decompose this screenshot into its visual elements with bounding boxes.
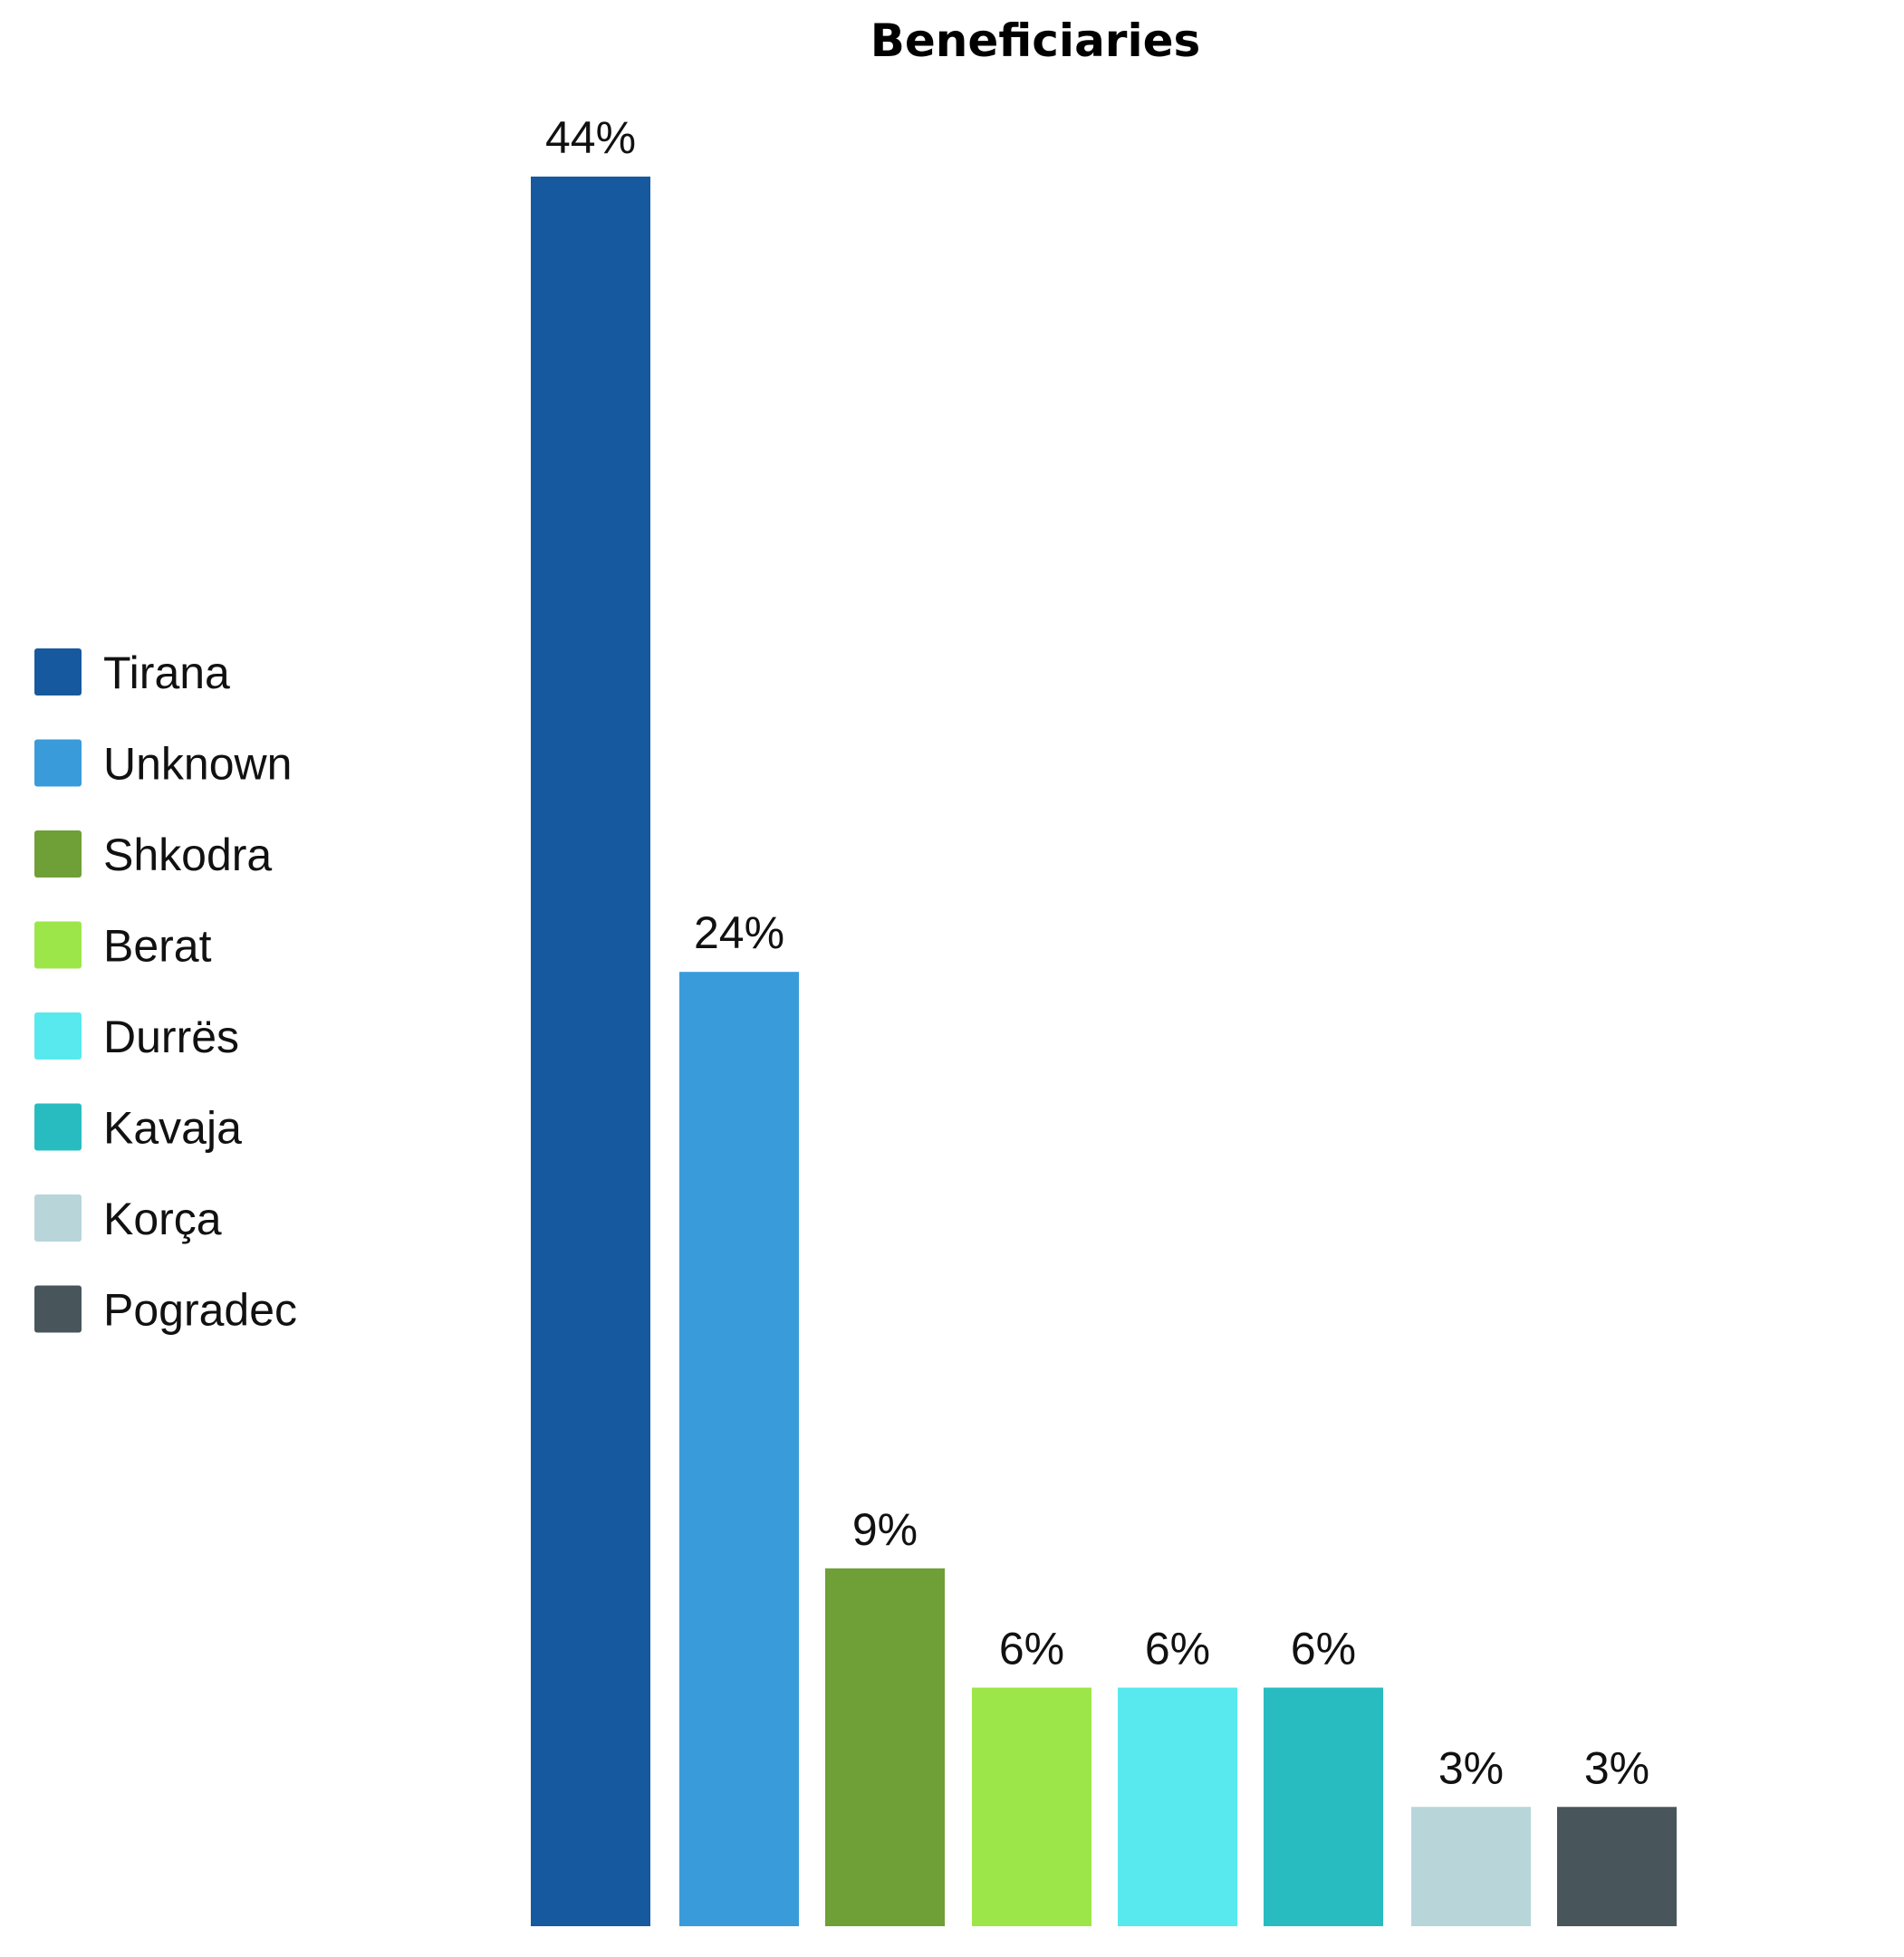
bar-value-label-berat: 6% xyxy=(999,1624,1064,1674)
legend-swatch-unknown xyxy=(34,739,82,787)
legend-swatch-berat xyxy=(34,921,82,969)
bar-tirana xyxy=(531,177,650,1926)
legend-label-durres: Durrës xyxy=(103,1012,239,1062)
chart-title: Beneficiaries xyxy=(870,14,1201,67)
legend-swatch-korca xyxy=(34,1194,82,1242)
legend-item-berat: Berat xyxy=(34,921,212,972)
legend-swatch-durres xyxy=(34,1012,82,1060)
bar-value-label-unknown: 24% xyxy=(694,907,784,958)
bar-unknown xyxy=(679,972,799,1926)
legend-item-pogradec: Pogradec xyxy=(34,1285,297,1336)
legend-swatch-tirana xyxy=(34,648,82,696)
legend-label-unknown: Unknown xyxy=(103,739,292,790)
bar-berat xyxy=(972,1687,1091,1926)
bar-durres xyxy=(1118,1687,1237,1926)
legend-label-tirana: Tirana xyxy=(103,648,230,698)
bar-value-label-korca: 3% xyxy=(1438,1742,1504,1793)
bar-value-label-kavaja: 6% xyxy=(1291,1624,1356,1674)
bar-kavaja xyxy=(1264,1687,1383,1926)
legend-item-korca: Korça xyxy=(34,1194,222,1244)
legend-item-kavaja: Kavaja xyxy=(34,1103,242,1154)
bar-value-label-durres: 6% xyxy=(1145,1624,1210,1674)
legend-swatch-kavaja xyxy=(34,1103,82,1151)
legend-swatch-shkodra xyxy=(34,830,82,878)
legend-item-durres: Durrës xyxy=(34,1012,239,1062)
legend-label-korca: Korça xyxy=(103,1194,222,1244)
bar-value-label-pogradec: 3% xyxy=(1584,1742,1649,1793)
legend-item-unknown: Unknown xyxy=(34,739,292,790)
legend-label-kavaja: Kavaja xyxy=(103,1103,242,1154)
bar-pogradec xyxy=(1557,1807,1677,1926)
bars-group xyxy=(531,177,1677,1926)
bar-shkodra xyxy=(825,1568,945,1926)
bar-value-label-shkodra: 9% xyxy=(852,1504,918,1555)
legend: Tirana Unknown Shkodra Berat Durrës Kavaja Kor… xyxy=(34,648,297,1336)
legend-label-pogradec: Pogradec xyxy=(103,1285,297,1336)
legend-item-shkodra: Shkodra xyxy=(34,830,272,880)
legend-label-berat: Berat xyxy=(103,921,212,972)
legend-swatch-pogradec xyxy=(34,1285,82,1333)
legend-item-tirana: Tirana xyxy=(34,648,230,698)
bar-labels-group: 44% 24% 9% 6% 6% 6% 3% 3% xyxy=(545,112,1649,1793)
bar-korca xyxy=(1411,1807,1531,1926)
legend-label-shkodra: Shkodra xyxy=(103,830,272,880)
bar-value-label-tirana: 44% xyxy=(545,112,636,163)
